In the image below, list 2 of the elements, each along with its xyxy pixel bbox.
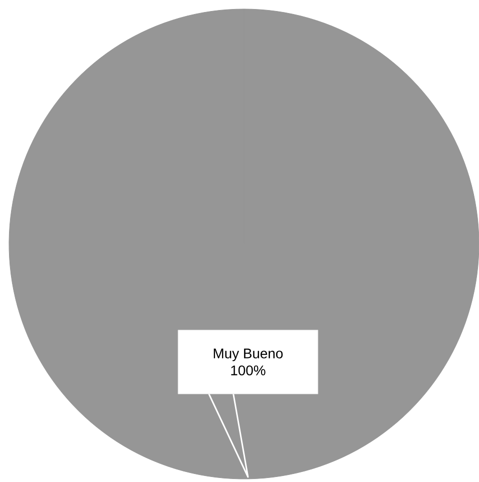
slice-label: Muy Bueno bbox=[214, 348, 283, 362]
data-label: 100% bbox=[231, 365, 266, 376]
